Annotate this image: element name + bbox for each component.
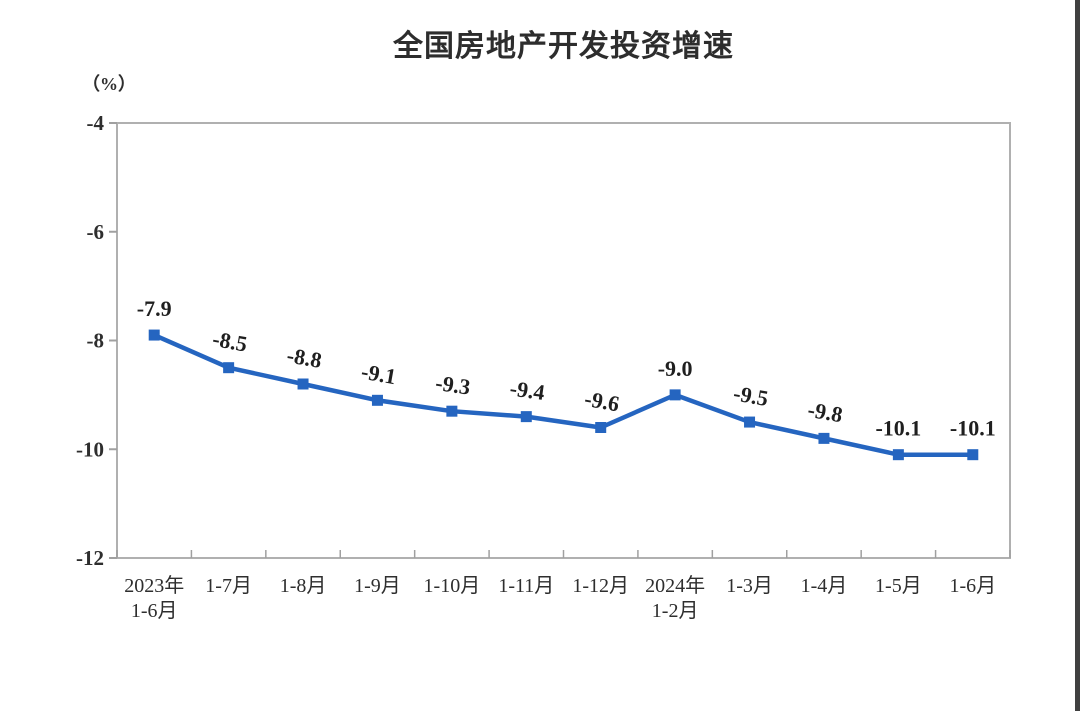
data-point-marker <box>446 405 458 417</box>
data-point-marker <box>148 329 160 341</box>
data-point-marker <box>744 416 756 428</box>
x-axis-category-label: 1-10月 <box>424 575 481 597</box>
trend-line <box>151 332 976 457</box>
plot-border <box>116 122 1011 559</box>
y-axis-tick-label: -6 <box>87 220 105 244</box>
y-axis-unit-label: （%） <box>82 74 136 94</box>
data-point-label: -10.1 <box>875 416 921 441</box>
data-point-marker <box>595 422 607 433</box>
x-axis-category-label: 1-7月 <box>205 575 252 597</box>
page-edge-strip <box>1075 0 1080 711</box>
y-axis-tick-label: -12 <box>76 546 104 570</box>
data-point-label: -9.3 <box>434 370 472 400</box>
y-axis-tick-label: -8 <box>87 329 105 353</box>
data-point-label: -9.5 <box>732 380 771 411</box>
data-point-marker <box>892 449 904 461</box>
y-axis-tick-label: -10 <box>76 437 104 461</box>
x-axis-category-label: 1-3月 <box>726 575 773 597</box>
x-axis-category-label: 1-5月 <box>875 575 922 597</box>
data-point-label: -8.5 <box>211 326 250 357</box>
data-point-label: -9.1 <box>359 359 398 390</box>
data-point-label: -8.8 <box>285 342 324 373</box>
data-point-marker <box>818 432 830 444</box>
data-point-label: -9.4 <box>508 375 546 405</box>
data-point-label: -9.6 <box>583 386 622 417</box>
data-point-label: -9.0 <box>658 356 693 381</box>
x-axis-category-label: 1-11月 <box>498 575 554 597</box>
data-point-label: -9.8 <box>806 397 845 428</box>
data-point-label: -10.1 <box>950 416 996 441</box>
x-axis-category-label: 2023年 1-6月 <box>124 574 184 622</box>
y-axis-tick-label: -4 <box>87 111 105 135</box>
x-axis-category-label: 1-8月 <box>280 575 327 597</box>
x-axis-category-label: 1-6月 <box>949 575 996 597</box>
data-point-marker <box>223 362 235 374</box>
x-axis-category-label: 1-12月 <box>572 575 629 597</box>
data-point-label: -7.9 <box>137 296 172 321</box>
data-point-marker <box>520 411 532 423</box>
data-point-marker <box>297 378 309 390</box>
x-axis-category-label: 2024年 1-2月 <box>645 574 705 622</box>
chart-title: 全国房地产开发投资增速 <box>393 30 734 63</box>
x-axis-category-label: 1-9月 <box>354 575 401 597</box>
data-point-marker <box>371 394 383 406</box>
data-point-marker <box>669 389 681 401</box>
x-axis-category-label: 1-4月 <box>801 575 848 597</box>
data-point-marker <box>967 449 979 461</box>
